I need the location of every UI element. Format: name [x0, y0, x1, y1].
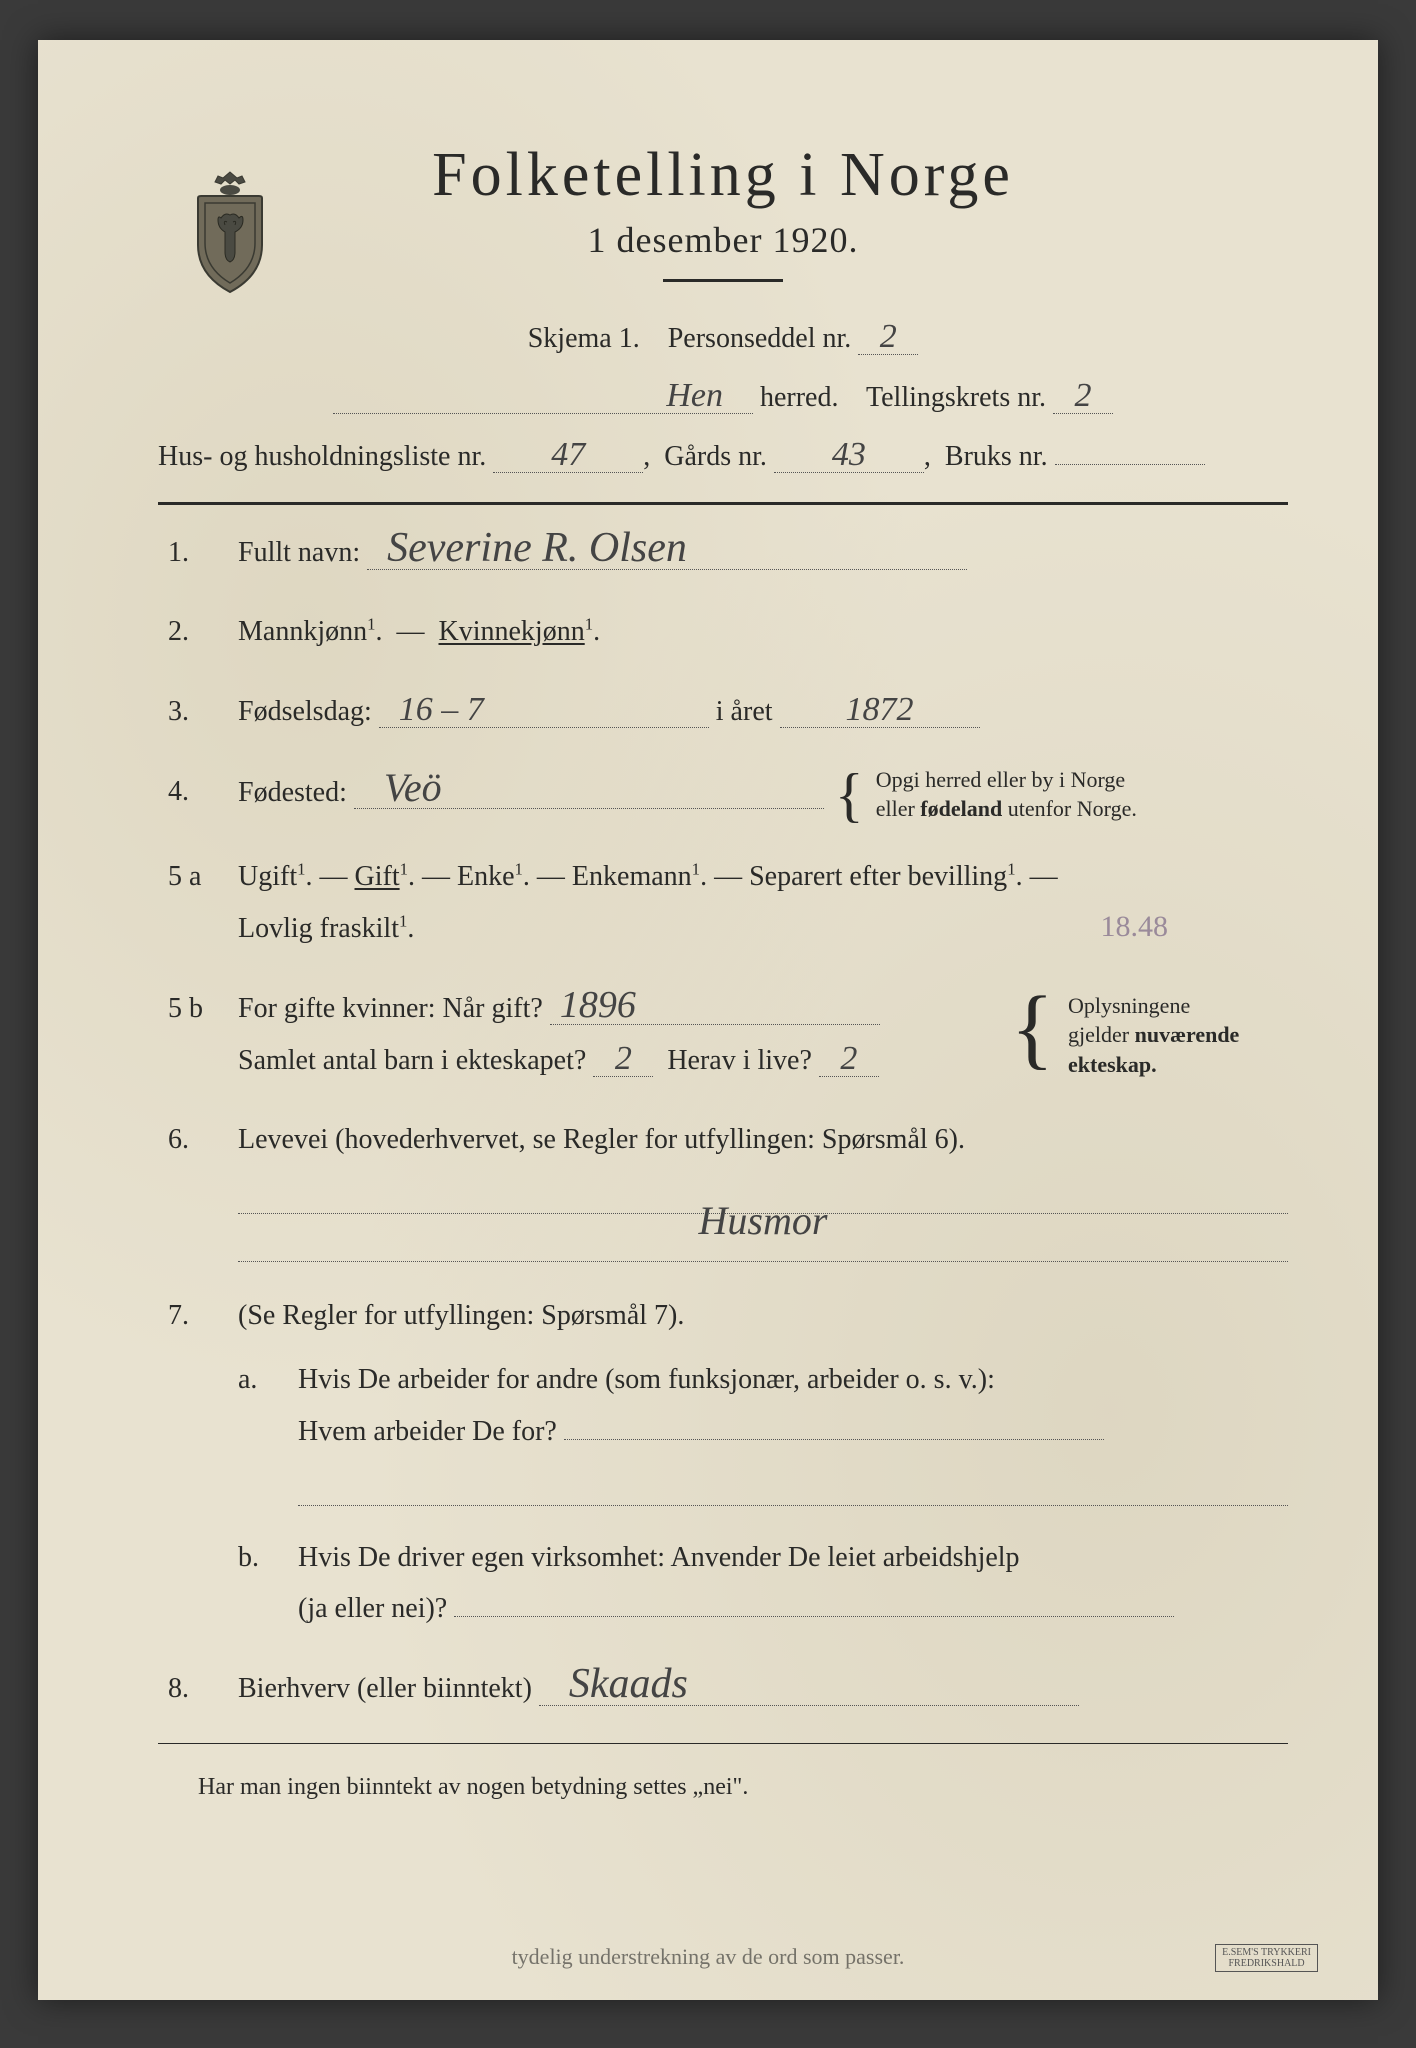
- q7a: a. Hvis De arbeider for andre (som funks…: [238, 1354, 1288, 1506]
- q5a-gift: Gift: [355, 861, 400, 892]
- q6-label: Levevei (hovederhvervet, se Regler for u…: [238, 1124, 965, 1155]
- q7: 7. (Se Regler for utfyllingen: Spørsmål …: [168, 1290, 1288, 1635]
- q5b-sidenote: Oplysningene gjelder nuværende ekteskap.: [1068, 991, 1278, 1080]
- gards-value: 43: [774, 438, 924, 473]
- form-title: Folketelling i Norge: [158, 140, 1288, 211]
- meta-line-2: Hen herred. Tellingskrets nr. 2: [158, 371, 1288, 424]
- q8: 8. Bierhverv (eller biinntekt) Skaads: [168, 1663, 1288, 1715]
- q7b: b. Hvis De driver egen virksomhet: Anven…: [238, 1532, 1288, 1636]
- printer-stamp: E.SEM'S TRYKKERI FREDRIKSHALD: [1215, 1944, 1318, 1972]
- q7-label: (Se Regler for utfyllingen: Spørsmål 7).: [238, 1300, 684, 1331]
- q3: 3. Fødselsdag: 16 – 7 i året 1872: [168, 686, 1288, 738]
- q2: 2. Mannkjønn1. — Kvinnekjønn1.: [168, 606, 1288, 658]
- gards-label: Gårds nr.: [664, 441, 767, 472]
- questions-block: 1. Fullt navn: Severine R. Olsen 2. Mann…: [158, 527, 1288, 1715]
- coat-of-arms-icon: [183, 170, 278, 295]
- q4-num: 4.: [168, 766, 223, 818]
- q4-note: Opgi herred eller by i Norge eller fødel…: [876, 766, 1137, 823]
- q1: 1. Fullt navn: Severine R. Olsen: [168, 527, 1288, 579]
- brace-icon-2: {: [1011, 993, 1054, 1065]
- q5a: 5 a Ugift1. — Gift1. — Enke1. — Enkemann…: [168, 851, 1288, 955]
- q5a-num: 5 a: [168, 851, 223, 903]
- q1-value: Severine R. Olsen: [367, 527, 967, 570]
- q5b-children: 2: [593, 1042, 653, 1077]
- hushold-value: 47: [493, 438, 643, 473]
- q8-label: Bierhverv (eller biinntekt): [238, 1673, 532, 1704]
- q5a-separert: Separert efter bevilling: [749, 861, 1007, 892]
- q3-day: 16 – 7: [379, 693, 709, 728]
- q3-label-b: i året: [716, 696, 773, 727]
- brace-icon: {: [835, 771, 864, 819]
- q7a-letter: a.: [238, 1354, 257, 1406]
- q7b-text1: Hvis De driver egen virksomhet: Anvender…: [298, 1542, 1020, 1573]
- q7a-value: [564, 1439, 1104, 1440]
- q6-line1: Husmor: [238, 1184, 1288, 1214]
- q5a-enkemann: Enkemann: [572, 861, 692, 892]
- q6-value: Husmor: [699, 1198, 828, 1243]
- q7b-text2: (ja eller nei)?: [298, 1593, 447, 1624]
- q5b-label-b: Samlet antal barn i ekteskapet?: [238, 1045, 586, 1076]
- q2-opt-kvinne: Kvinnekjønn: [439, 616, 585, 647]
- q5b-label-c: Herav i live?: [667, 1045, 812, 1076]
- skjema-label: Skjema 1.: [528, 323, 640, 354]
- herred-value: Hen: [333, 379, 753, 414]
- q5a-pencil-note: 18.48: [1101, 899, 1169, 955]
- bruks-value: [1055, 464, 1205, 465]
- meta-line-1: Skjema 1. Personseddel nr. 2: [158, 312, 1288, 365]
- q6: 6. Levevei (hovederhvervet, se Regler fo…: [168, 1114, 1288, 1262]
- q7a-text1: Hvis De arbeider for andre (som funksjon…: [298, 1364, 995, 1395]
- footer-note: Har man ingen biinntekt av nogen betydni…: [158, 1774, 1288, 1801]
- q8-value: Skaads: [539, 1663, 1079, 1706]
- tellingskrets-label: Tellingskrets nr.: [866, 382, 1046, 413]
- q8-num: 8.: [168, 1663, 223, 1715]
- q7a-line2: [298, 1476, 1288, 1506]
- q2-opt-mann: Mannkjønn: [238, 616, 367, 647]
- divider-top: [158, 502, 1288, 505]
- q7b-value: [454, 1616, 1174, 1617]
- q7-num: 7.: [168, 1290, 223, 1342]
- divider-bottom: [158, 1743, 1288, 1744]
- q1-label: Fullt navn:: [238, 537, 360, 568]
- q5b-label-a: For gifte kvinner: Når gift?: [238, 993, 543, 1024]
- q1-num: 1.: [168, 527, 223, 579]
- q3-year: 1872: [780, 693, 980, 728]
- q3-label-a: Fødselsdag:: [238, 696, 372, 727]
- herred-label: herred.: [760, 382, 839, 413]
- q5a-enke: Enke: [457, 861, 515, 892]
- title-rule: [663, 279, 783, 282]
- meta-line-3: Hus- og husholdningsliste nr. 47, Gårds …: [158, 430, 1288, 483]
- q4-value: Veö: [354, 768, 824, 809]
- footer-bottom: tydelig understrekning av de ord som pas…: [38, 1944, 1378, 1970]
- form-header: Folketelling i Norge 1 desember 1920.: [158, 140, 1288, 282]
- q7a-text2: Hvem arbeider De for?: [298, 1416, 557, 1447]
- hushold-label: Hus- og husholdningsliste nr.: [158, 441, 486, 472]
- q5b-num: 5 b: [168, 983, 223, 1035]
- q4-label: Fødested:: [238, 777, 347, 808]
- q4: 4. Fødested: Veö { Opgi herred eller by …: [168, 766, 1288, 823]
- q5b: 5 b For gifte kvinner: Når gift? 1896 Sa…: [168, 983, 1288, 1087]
- q6-num: 6.: [168, 1114, 223, 1166]
- form-subtitle: 1 desember 1920.: [158, 219, 1288, 261]
- q3-num: 3.: [168, 686, 223, 738]
- personseddel-value: 2: [858, 320, 918, 355]
- q5b-alive: 2: [819, 1042, 879, 1077]
- q7b-letter: b.: [238, 1532, 259, 1584]
- q5a-ugift: Ugift: [238, 861, 297, 892]
- q2-num: 2.: [168, 606, 223, 658]
- q5b-year: 1896: [550, 986, 880, 1025]
- tellingskrets-value: 2: [1053, 379, 1113, 414]
- personseddel-label: Personseddel nr.: [668, 323, 852, 354]
- crest-svg: [183, 170, 278, 295]
- bruks-label: Bruks nr.: [945, 441, 1048, 472]
- q5a-fraskilt: Lovlig fraskilt: [238, 913, 399, 944]
- census-form-page: Folketelling i Norge 1 desember 1920. Sk…: [38, 40, 1378, 2000]
